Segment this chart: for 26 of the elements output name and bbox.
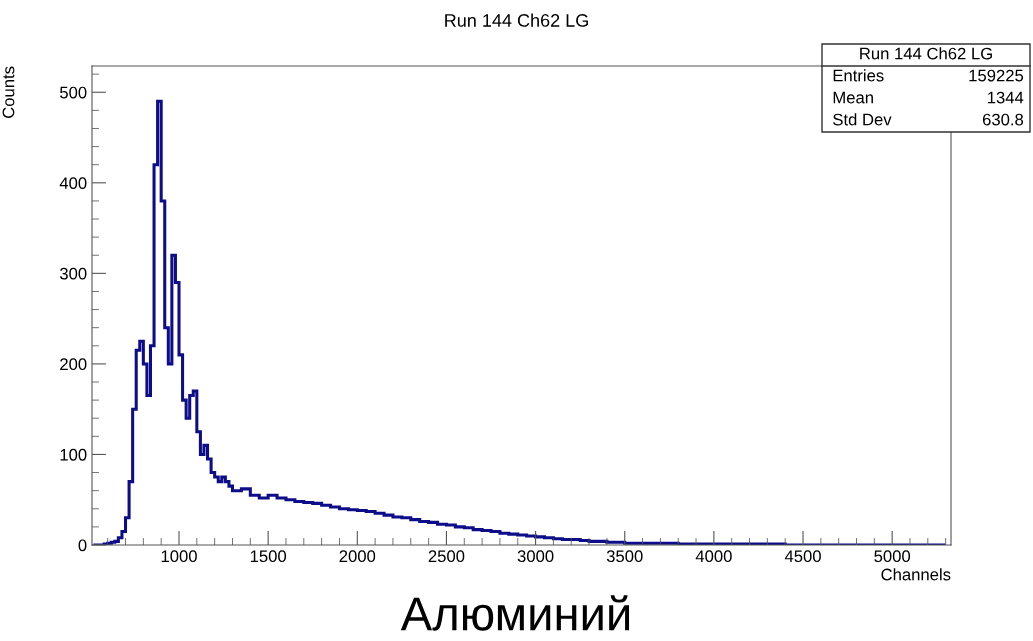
annotation: Entries <box>833 69 884 82</box>
y-tick-label: 500 <box>60 86 87 99</box>
x-tick-label: 4000 <box>695 550 732 563</box>
text: 630.8 <box>982 113 1024 126</box>
x-tick-label: 2000 <box>339 550 376 563</box>
y-tick-label: 100 <box>60 448 87 461</box>
x-tick-label: 1000 <box>161 550 197 563</box>
x-tick-label: 3500 <box>606 550 643 563</box>
y-tick-label: 300 <box>59 267 87 280</box>
y-tick-label: 200 <box>60 358 87 371</box>
x-tick-label: 2500 <box>428 550 465 563</box>
x-tick-label: 5000 <box>874 550 911 563</box>
text: Run 144 Ch62 LG <box>860 47 992 60</box>
text: Алюминий <box>400 595 630 631</box>
y-tick-label: 0 <box>78 539 87 552</box>
annotation: Std Dev <box>833 113 892 126</box>
x-tick-label: 1500 <box>250 550 287 563</box>
y-tick-label: 400 <box>59 177 87 190</box>
x-axis-title: Channels <box>881 568 951 581</box>
y-axis-title: Counts <box>2 66 15 118</box>
text: 1344 <box>988 91 1024 104</box>
x-tick-label: 3000 <box>517 550 554 563</box>
text: 159225 <box>969 69 1024 82</box>
chart-title: Run 144 Ch62 LG <box>445 13 588 27</box>
annotation: Mean <box>833 91 873 104</box>
x-tick-label: 4500 <box>784 550 821 563</box>
